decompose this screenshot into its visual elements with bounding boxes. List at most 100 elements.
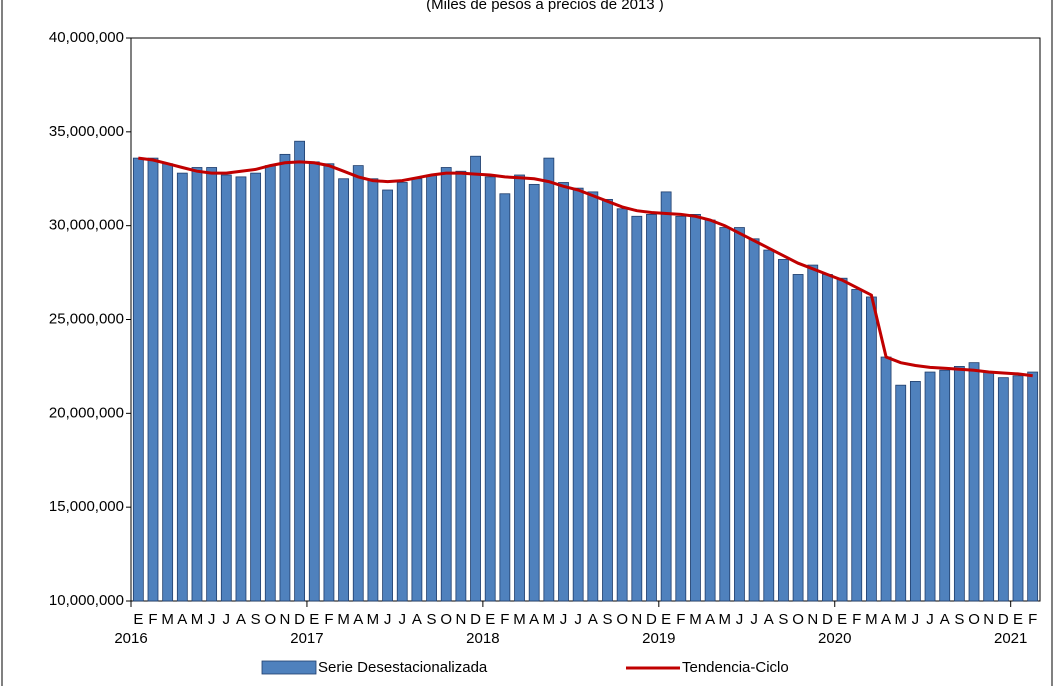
bar xyxy=(367,178,379,602)
x-tick-label: M xyxy=(865,611,878,628)
bar xyxy=(1012,375,1024,602)
bar xyxy=(968,362,980,602)
x-tick-label: S xyxy=(602,611,612,628)
bar xyxy=(279,153,291,602)
bar xyxy=(543,157,555,602)
bar xyxy=(514,174,525,602)
trend-line xyxy=(138,156,1033,378)
bar xyxy=(778,259,789,602)
x-tick-label: J xyxy=(912,611,920,628)
bar xyxy=(484,176,496,602)
bar xyxy=(704,219,716,602)
x-tick-label: M xyxy=(367,611,380,628)
y-tick-label: 40,000,000 xyxy=(49,29,124,46)
bar xyxy=(396,182,408,602)
x-tick-label: O xyxy=(264,611,276,628)
x-tick-label: M xyxy=(161,611,174,628)
x-tick-label: N xyxy=(631,611,642,628)
x-tick-label: J xyxy=(926,611,934,628)
bar xyxy=(924,371,936,602)
x-tick-label: F xyxy=(852,611,861,628)
x-tick-label: E xyxy=(1013,611,1023,628)
x-tick-label: A xyxy=(588,611,598,628)
bar xyxy=(264,165,276,602)
year-label: 2016 xyxy=(114,630,147,647)
bar xyxy=(719,227,731,602)
x-tick-label: E xyxy=(485,611,495,628)
x-tick-label: S xyxy=(778,611,788,628)
x-tick-label: N xyxy=(983,611,994,628)
x-tick-label: F xyxy=(676,611,685,628)
bar xyxy=(675,215,687,602)
x-tick-label: M xyxy=(191,611,204,628)
x-tick-label: J xyxy=(750,611,758,628)
x-tick-label: F xyxy=(500,611,509,628)
x-tick-label: A xyxy=(353,611,363,628)
x-tick-label: J xyxy=(384,611,392,628)
bar xyxy=(308,161,320,602)
x-tick-label: M xyxy=(894,611,907,628)
x-tick-label: S xyxy=(427,611,437,628)
x-tick-label: F xyxy=(1028,611,1037,628)
bar xyxy=(220,174,232,602)
x-tick-label: M xyxy=(719,611,732,628)
x-tick-label: J xyxy=(223,611,231,628)
x-tick-label: O xyxy=(616,611,628,628)
bar xyxy=(734,227,745,602)
x-tick-label: A xyxy=(177,611,187,628)
bar xyxy=(206,167,218,602)
year-label: 2020 xyxy=(818,630,851,647)
bar xyxy=(294,140,306,602)
x-tick-label: E xyxy=(661,611,671,628)
bar xyxy=(382,189,393,602)
x-tick-label: D xyxy=(470,611,481,628)
x-tick-label: E xyxy=(133,611,143,628)
bar xyxy=(865,296,877,602)
bar xyxy=(470,155,481,602)
bar xyxy=(953,366,965,602)
x-tick-label: O xyxy=(440,611,452,628)
bar xyxy=(631,215,643,602)
bar xyxy=(323,163,335,602)
x-tick-label: A xyxy=(881,611,891,628)
y-tick-label: 30,000,000 xyxy=(49,217,124,234)
bar xyxy=(528,183,540,602)
bar xyxy=(558,182,569,602)
year-label: 2018 xyxy=(466,630,499,647)
x-tick-label: M xyxy=(689,611,702,628)
bar xyxy=(499,193,511,602)
bar xyxy=(748,238,760,602)
year-label: 2021 xyxy=(994,630,1027,647)
x-tick-label: D xyxy=(998,611,1009,628)
bar xyxy=(851,289,863,602)
y-tick-label: 10,000,000 xyxy=(49,592,124,609)
bar xyxy=(616,208,628,602)
bar xyxy=(807,264,819,602)
x-tick-label: J xyxy=(560,611,568,628)
x-tick-label: O xyxy=(792,611,804,628)
x-tick-label: E xyxy=(309,611,319,628)
x-tick-label: M xyxy=(337,611,350,628)
x-tick-label: A xyxy=(705,611,715,628)
bar xyxy=(572,187,584,602)
bar xyxy=(939,369,951,602)
y-tick-label: 15,000,000 xyxy=(49,498,124,515)
x-tick-label: D xyxy=(646,611,657,628)
x-tick-label: J xyxy=(398,611,406,628)
bar xyxy=(235,176,247,602)
bar xyxy=(147,157,159,602)
legend-swatch xyxy=(261,660,317,675)
bar xyxy=(895,384,907,602)
year-label: 2017 xyxy=(290,630,323,647)
year-label: 2019 xyxy=(642,630,675,647)
x-tick-label: J xyxy=(574,611,582,628)
bar xyxy=(440,167,452,602)
chart-subtitle: (Miles de pesos a precios de 2013 ) xyxy=(426,0,664,13)
x-tick-label: J xyxy=(208,611,216,628)
y-tick-label: 35,000,000 xyxy=(49,123,124,140)
bar xyxy=(763,249,775,602)
y-tick-label: 25,000,000 xyxy=(49,310,124,327)
x-tick-label: M xyxy=(513,611,526,628)
bar xyxy=(880,356,892,602)
